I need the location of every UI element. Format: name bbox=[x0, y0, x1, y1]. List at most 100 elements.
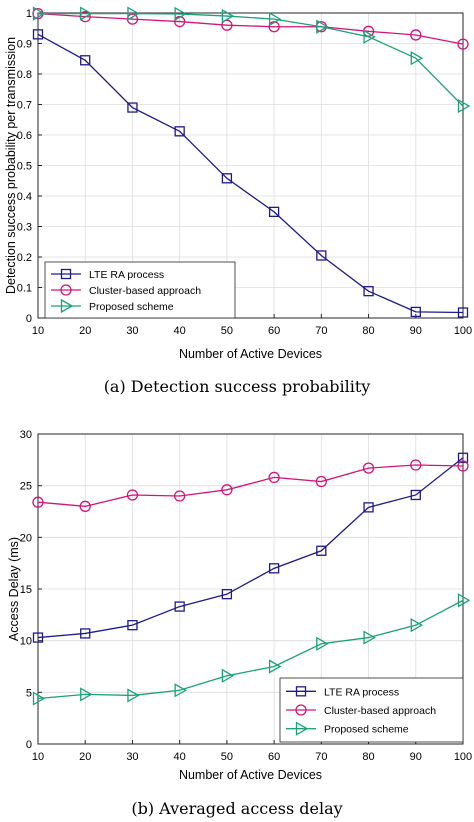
data-point-marker bbox=[268, 11, 282, 27]
legend: LTE RA process Cluster-based approach Prop… bbox=[279, 677, 464, 743]
data-point-marker bbox=[363, 29, 376, 44]
data-point-marker bbox=[363, 502, 374, 513]
data-point-marker bbox=[127, 6, 140, 21]
series-lte-ra-process bbox=[32, 29, 469, 318]
chart-b: 10 20 30 40 50 60 70 80 90 100 0 5 10 15 20 25 30 Number … bbox=[7, 429, 472, 818]
data-point-marker bbox=[316, 250, 327, 261]
series-line bbox=[37, 457, 464, 639]
data-point-marker bbox=[221, 8, 235, 24]
series-lte-ra-process bbox=[32, 452, 469, 643]
legend-marker bbox=[60, 284, 72, 296]
x-tick-label: 50 bbox=[221, 751, 233, 763]
data-point-marker bbox=[457, 307, 469, 318]
data-point-marker bbox=[174, 15, 186, 28]
data-point-marker bbox=[80, 55, 91, 66]
data-point-marker bbox=[268, 206, 280, 218]
data-point-marker bbox=[32, 632, 44, 643]
x-tick-label: 60 bbox=[268, 325, 280, 337]
data-point-marker bbox=[363, 286, 374, 297]
figure-caption: (b) Averaged access delay bbox=[131, 799, 342, 818]
data-point-marker bbox=[174, 490, 186, 502]
y-tick-label: 0.8 bbox=[17, 69, 32, 81]
x-tick-label: 10 bbox=[32, 751, 44, 763]
x-tick-label: 70 bbox=[315, 751, 327, 763]
x-tick-label: 40 bbox=[174, 751, 186, 763]
data-point-marker bbox=[457, 460, 469, 472]
series-cluster-based-approach bbox=[32, 459, 469, 512]
x-axis-label: Number of Active Devices bbox=[179, 768, 322, 782]
chart-a: 10 20 30 40 50 60 70 80 90 100 0 0.1 0.2 0.3 0.4 0.5 0.6… bbox=[4, 6, 472, 396]
legend-entry-label: Cluster-based approach bbox=[324, 705, 436, 717]
data-point-marker bbox=[174, 6, 187, 22]
y-tick-label: 0 bbox=[26, 739, 32, 751]
x-tick-label: 60 bbox=[268, 751, 280, 763]
data-point-marker bbox=[316, 19, 329, 34]
data-point-marker bbox=[32, 691, 46, 706]
data-point-marker bbox=[221, 668, 235, 683]
data-point-marker bbox=[410, 489, 421, 501]
data-point-marker bbox=[127, 102, 138, 113]
data-point-marker bbox=[457, 452, 469, 463]
y-axis-label: Access Delay (ms) bbox=[7, 537, 21, 641]
data-point-marker bbox=[268, 471, 280, 484]
x-tick-label: 80 bbox=[362, 751, 374, 763]
data-point-marker bbox=[410, 306, 421, 318]
legend-marker bbox=[295, 704, 307, 716]
data-point-marker bbox=[221, 173, 233, 184]
x-axis-label: Number of Active Devices bbox=[179, 347, 322, 361]
data-point-marker bbox=[410, 51, 424, 66]
legend-entry-label: LTE RA process bbox=[324, 686, 399, 698]
data-point-marker bbox=[410, 618, 424, 633]
figure-caption: (a) Detection success probability bbox=[104, 377, 371, 396]
data-point-marker bbox=[127, 688, 140, 703]
data-point-marker bbox=[363, 630, 376, 645]
data-point-marker bbox=[80, 628, 91, 639]
y-tick-label: 20 bbox=[20, 532, 32, 544]
x-tick-label: 20 bbox=[79, 751, 91, 763]
data-point-marker bbox=[457, 98, 471, 114]
y-tick-label: 10 bbox=[20, 636, 32, 648]
y-tick-label: 15 bbox=[20, 584, 32, 596]
legend-entry-label: Proposed scheme bbox=[324, 724, 409, 736]
y-tick-label: 0.7 bbox=[17, 100, 32, 112]
y-tick-label: 0 bbox=[26, 313, 32, 325]
data-point-marker bbox=[268, 21, 280, 33]
data-point-marker bbox=[362, 462, 375, 474]
data-point-marker bbox=[457, 593, 471, 608]
data-point-marker bbox=[174, 601, 185, 612]
legend-marker bbox=[295, 686, 307, 697]
x-tick-label: 70 bbox=[315, 325, 327, 337]
data-point-marker bbox=[32, 496, 44, 508]
x-tick-label: 40 bbox=[174, 325, 186, 337]
legend: LTE RA process Cluster-based approach Prop… bbox=[44, 261, 236, 319]
y-tick-label: 0.5 bbox=[17, 161, 32, 173]
series-line bbox=[37, 33, 464, 314]
y-tick-label: 1 bbox=[26, 8, 32, 20]
series-proposed-scheme bbox=[32, 6, 471, 114]
x-tick-label: 90 bbox=[410, 325, 422, 337]
data-point-marker bbox=[268, 659, 282, 674]
series-line bbox=[37, 464, 464, 507]
series-proposed-scheme bbox=[32, 593, 471, 706]
legend-marker bbox=[295, 721, 309, 736]
y-tick-label: 25 bbox=[20, 481, 32, 493]
legend-marker bbox=[60, 268, 72, 280]
data-point-marker bbox=[127, 620, 138, 631]
data-point-marker bbox=[316, 545, 327, 556]
data-point-marker bbox=[268, 563, 280, 574]
x-tick-label: 90 bbox=[410, 751, 422, 763]
y-tick-label: 30 bbox=[20, 429, 32, 441]
data-point-marker bbox=[126, 489, 139, 501]
data-point-marker bbox=[316, 636, 329, 651]
legend-marker bbox=[60, 298, 74, 314]
series-line bbox=[38, 12, 464, 107]
x-tick-label: 10 bbox=[32, 325, 44, 337]
x-tick-label: 30 bbox=[126, 751, 138, 763]
series-line bbox=[37, 599, 464, 700]
data-point-marker bbox=[174, 683, 187, 698]
data-point-marker bbox=[32, 29, 44, 40]
y-tick-label: 0.1 bbox=[17, 283, 32, 295]
data-point-marker bbox=[457, 38, 469, 50]
x-tick-label: 50 bbox=[221, 325, 233, 337]
